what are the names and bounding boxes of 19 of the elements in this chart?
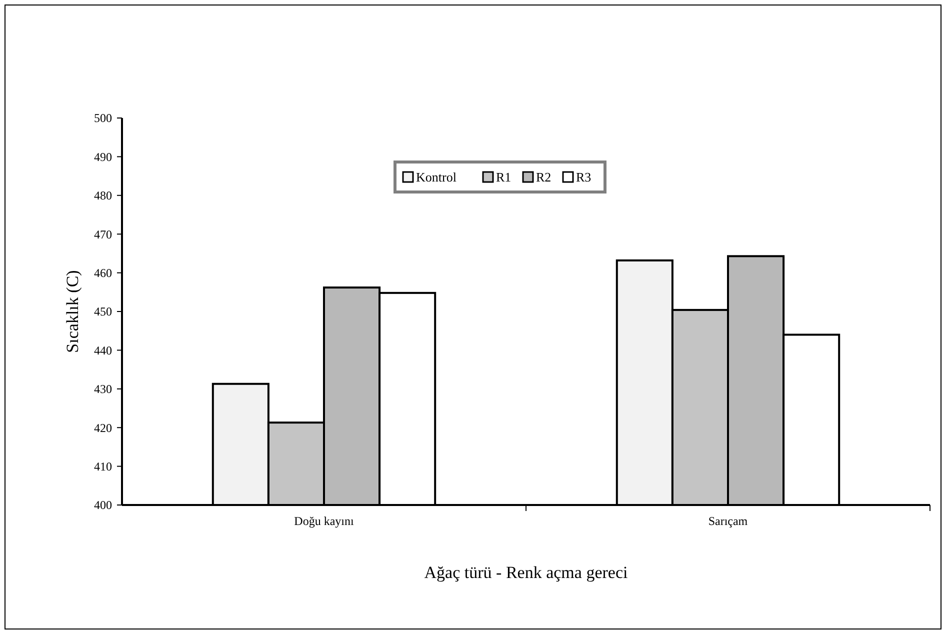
legend-label: R3 (576, 170, 592, 185)
y-tick-label: 440 (94, 343, 112, 358)
legend-label: R1 (496, 170, 512, 185)
y-tick-label: 450 (94, 304, 112, 319)
y-tick-label: 400 (94, 498, 112, 512)
legend-label: R2 (536, 170, 552, 185)
y-tick-label: 410 (94, 460, 112, 474)
y-tick-label: 470 (94, 227, 112, 242)
y-tick-label: 490 (94, 150, 112, 164)
y-axis-title: Sıcaklık (C) (63, 270, 82, 353)
x-axis-title: Ağaç türü - Renk açma gereci (424, 563, 628, 582)
x-tick-label: Sarıçam (708, 514, 748, 528)
y-tick-label: 420 (94, 420, 112, 435)
legend-label: Kontrol (416, 170, 457, 185)
y-tick-label: 500 (94, 111, 112, 126)
y-tick-label: 480 (94, 188, 112, 203)
y-tick-label: 460 (94, 266, 112, 280)
y-tick-label: 430 (94, 382, 112, 396)
x-tick-label: Doğu kayını (294, 514, 354, 528)
